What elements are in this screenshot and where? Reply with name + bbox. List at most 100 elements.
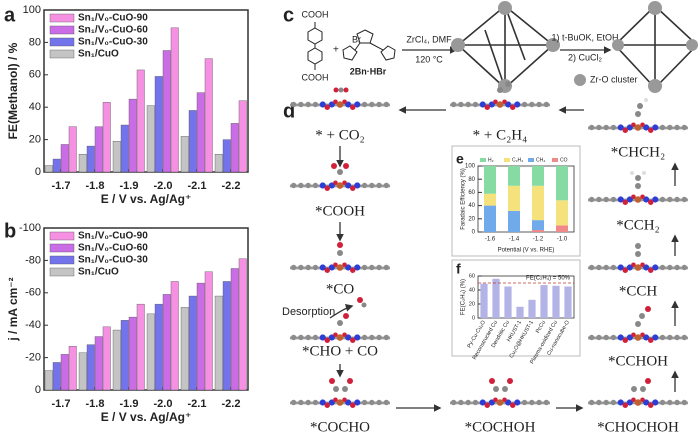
bar-segment — [508, 210, 520, 232]
legend-label: CO — [560, 157, 568, 163]
y-tick-label: -100 — [19, 222, 41, 234]
step-label: *CCH₂ — [616, 217, 660, 233]
legend-swatch — [504, 158, 510, 162]
x-tick-label: -1.7 — [52, 180, 71, 192]
y-axis-label: FE(Methanol) / % — [6, 42, 20, 139]
bar — [552, 285, 560, 318]
acid-label: COOH — [302, 72, 329, 82]
bar — [492, 278, 500, 318]
y-tick-label: 100 — [465, 164, 476, 170]
bar — [222, 139, 231, 173]
linker-structure — [307, 22, 396, 70]
legend-swatch — [49, 49, 75, 59]
bar — [136, 69, 145, 173]
legend-swatch — [49, 243, 75, 253]
y-tick-label: 80 — [468, 177, 475, 183]
catalyst — [290, 332, 390, 343]
bar — [68, 126, 77, 173]
plot-frame — [477, 275, 575, 319]
bar — [214, 295, 223, 391]
bar — [188, 295, 197, 391]
bar-segment — [556, 225, 568, 232]
bar — [68, 346, 77, 391]
legend-swatch — [49, 13, 75, 23]
desorption-label: Desorption — [282, 306, 335, 318]
bar — [112, 329, 121, 391]
bar-segment — [484, 166, 496, 194]
bar-segment — [532, 220, 544, 231]
reagent-label: 1) t-BuOK, EtOH — [551, 32, 618, 42]
y-tick-label: 40 — [29, 101, 41, 113]
bar — [528, 299, 536, 318]
ligand-label: 2Bn·HBr — [350, 66, 387, 76]
arrows — [336, 106, 679, 412]
catalyst — [450, 99, 550, 110]
catalyst — [450, 397, 550, 408]
legend-swatch — [49, 37, 75, 47]
legend-swatch — [552, 158, 558, 162]
legend-label: Sn₁/V₀-CuO-90 — [78, 13, 148, 24]
catalyst — [588, 122, 688, 133]
legend-label: Sn₁/CuO — [78, 267, 119, 278]
legend-label: Sn₁/V₀-CuO-60 — [78, 25, 148, 36]
bar — [214, 153, 223, 173]
mof-cage — [456, 4, 555, 90]
bar — [196, 92, 205, 173]
bar — [238, 100, 247, 173]
panel-label: b — [4, 220, 16, 242]
x-tick-label: -1.8 — [86, 180, 105, 192]
reference-label: FE(C₂H₄) = 50% — [526, 276, 571, 282]
cluster-icon — [574, 74, 586, 86]
step-label: *CCHOH — [608, 353, 668, 369]
bar — [102, 102, 111, 173]
x-tick-label: -2.0 — [154, 398, 173, 410]
x-tick-label: -1.2 — [533, 237, 544, 243]
step-label: *CHCH₂ — [611, 144, 665, 160]
catalyst — [290, 397, 390, 408]
y-tick-label: 20 — [468, 216, 475, 222]
bar-segment — [508, 166, 520, 186]
legend-label: H₂ — [488, 157, 494, 163]
bar — [78, 352, 87, 391]
legend-label: CH₄ — [536, 157, 545, 163]
y-axis-label: FE(C₂H₄) (%) — [461, 279, 467, 315]
legend-swatch — [49, 231, 75, 241]
y-tick-label: -60 — [25, 287, 41, 299]
step-label: *COCHOH — [465, 419, 536, 435]
bar — [120, 124, 129, 173]
legend-swatch — [49, 255, 75, 265]
bar — [60, 144, 69, 173]
bar-segment — [556, 200, 568, 226]
x-tick-label: -1.9 — [120, 398, 139, 410]
catalyst — [588, 262, 688, 273]
bar — [94, 126, 103, 173]
y-tick-label: -40 — [25, 319, 41, 331]
bar — [146, 313, 155, 391]
y-axis-label: Faradaic Efficiency (%) — [461, 168, 467, 230]
y-tick-label: 0 — [472, 315, 475, 321]
y-tick-label: 80 — [29, 36, 41, 48]
x-axis-label: E / V vs. Ag/Ag⁺ — [101, 192, 192, 206]
bar — [196, 282, 205, 391]
y-tick-label: -80 — [25, 254, 41, 266]
bar — [154, 76, 163, 173]
bar — [230, 123, 239, 173]
adsorbates — [329, 81, 651, 392]
scheme: c COOH COOH + Br 2Bn·HBr ZrCl₄, DMF 120 … — [283, 1, 699, 93]
x-tick-label: -2.1 — [188, 398, 207, 410]
bar — [504, 286, 512, 318]
legend-label: Sn₁/V₀-CuO-30 — [78, 37, 148, 48]
y-tick-label: 0 — [472, 230, 476, 236]
legend-swatch — [528, 158, 534, 162]
bar — [112, 141, 121, 173]
legend-label: Sn₁/V₀-CuO-30 — [78, 255, 148, 266]
bar — [44, 370, 53, 391]
y-tick-label: 20 — [469, 301, 475, 307]
step-label: *CO — [326, 281, 355, 297]
x-tick-label: -2.2 — [222, 180, 241, 192]
x-tick-label: -1.9 — [120, 180, 139, 192]
panel-label: a — [4, 4, 16, 26]
panel-label: e — [456, 151, 464, 167]
bar-segment — [508, 185, 520, 211]
bar — [170, 27, 179, 173]
